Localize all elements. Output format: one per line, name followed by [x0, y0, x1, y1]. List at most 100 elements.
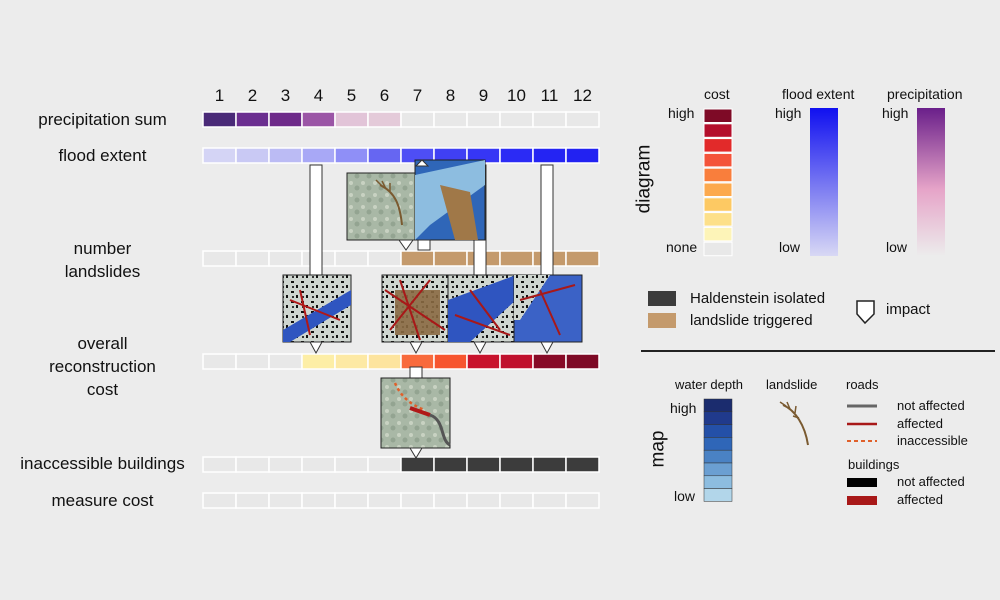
column-number: 2 — [247, 86, 258, 105]
reconstruction-map-4 — [282, 274, 352, 343]
water-depth-swatch — [703, 449, 733, 464]
timeline-cell — [334, 111, 369, 128]
water-depth-low: low — [674, 488, 696, 504]
timeline-cell — [235, 492, 270, 509]
timeline-cell — [433, 353, 468, 370]
building-affected-swatch — [847, 496, 877, 505]
timeline-cell — [367, 492, 402, 509]
timeline-cell — [367, 111, 402, 128]
diagram-section-title: diagram — [633, 144, 655, 214]
impact-label: impact — [886, 301, 931, 318]
landslide-legend-title: landslide — [766, 377, 818, 392]
timeline-cell — [565, 111, 600, 128]
isolated-swatch — [648, 291, 676, 306]
water-depth-swatch — [703, 424, 733, 438]
timeline-cell — [433, 456, 468, 473]
row-label-precipitation: precipitation sum — [38, 110, 167, 129]
cost-swatch — [703, 138, 733, 153]
building-affected-label: affected — [897, 492, 944, 507]
column-number: 6 — [379, 86, 390, 105]
water-depth-swatch — [703, 475, 733, 489]
water-depth-high: high — [670, 400, 697, 416]
timeline-cell — [466, 111, 501, 128]
cost-swatch — [703, 212, 733, 227]
timeline-cell — [268, 492, 303, 509]
impact-marker — [540, 341, 554, 355]
timeline-cell — [400, 111, 435, 128]
timeline-cell — [235, 111, 270, 128]
timeline-cell — [499, 111, 534, 128]
cost-legend-high: high — [668, 105, 695, 121]
column-number: 11 — [540, 86, 559, 105]
buildings-legend-title: buildings — [848, 457, 900, 472]
landslide-triggered-label: landslide triggered — [690, 312, 813, 329]
flood-legend-title: flood extent — [782, 86, 855, 102]
isolated-label: Haldenstein isolated — [690, 290, 826, 307]
map-section-title: map — [647, 430, 669, 468]
water-depth-title: water depth — [675, 377, 743, 392]
timeline-cell — [565, 492, 600, 509]
timeline-cell — [466, 353, 501, 370]
timeline-cell — [367, 353, 402, 370]
timeline-cell — [499, 492, 534, 509]
timeline-cell — [235, 147, 270, 164]
column-number: 10 — [507, 86, 526, 105]
timeline-cell — [202, 111, 237, 128]
timeline-cell — [202, 353, 237, 370]
precip-legend-low: low — [886, 239, 908, 255]
cost-swatch — [703, 108, 733, 123]
timeline-cell — [235, 456, 270, 473]
timeline-cell — [301, 111, 336, 128]
column-number: 3 — [280, 86, 291, 105]
column-number: 12 — [573, 86, 592, 105]
timeline-cell — [532, 111, 567, 128]
timeline-cell — [202, 492, 237, 509]
timeline-cell — [565, 353, 600, 370]
timeline-cell — [301, 147, 336, 164]
timeline-cell — [268, 147, 303, 164]
reconstruction-map-7 — [381, 274, 451, 343]
cost-swatch — [703, 152, 733, 168]
timeline-cell — [433, 492, 468, 509]
timeline-cell — [202, 456, 237, 473]
timeline-cell — [301, 492, 336, 509]
timeline-cell — [499, 250, 534, 267]
landslide-swatch — [648, 313, 676, 328]
timeline-cell — [202, 147, 237, 164]
timeline-cell — [334, 492, 369, 509]
water-depth-swatch — [703, 437, 733, 451]
impact-marker — [309, 341, 323, 355]
inaccessible-roads-map — [380, 377, 451, 449]
timeline-cell — [532, 353, 567, 370]
column-number: 8 — [445, 86, 456, 105]
flood-gradient — [810, 108, 838, 256]
building-not-affected-label: not affected — [897, 474, 965, 489]
reconstruction-map-9 — [447, 274, 517, 343]
landslide-legend-icon — [779, 401, 809, 446]
impact-marker — [414, 159, 430, 167]
impact-markers — [309, 159, 554, 459]
column-number: 1 — [214, 86, 225, 105]
timeline-cell — [565, 250, 600, 267]
timeline-cell — [367, 250, 402, 267]
row-label-landslides: number landslides — [64, 239, 141, 281]
road-not-affected-label: not affected — [897, 398, 965, 413]
timeline-cell — [202, 250, 237, 267]
row-label-flood-extent: flood extent — [58, 146, 147, 165]
column-number: 4 — [313, 86, 324, 105]
water-depth-swatch — [703, 398, 733, 413]
timeline-cell — [466, 492, 501, 509]
timeline-cell — [367, 456, 402, 473]
reconstruction-map-11 — [513, 274, 583, 343]
building-not-affected-swatch — [847, 478, 877, 487]
roads-legend-title: roads — [846, 377, 879, 392]
cost-swatch — [703, 182, 733, 197]
map-thumbnails — [282, 159, 583, 449]
timeline-cell — [499, 353, 534, 370]
timeline-cell — [400, 456, 435, 473]
timeline-cell — [532, 492, 567, 509]
timeline-cell — [466, 456, 501, 473]
timeline-cell — [268, 111, 303, 128]
column-number: 9 — [478, 86, 489, 105]
precip-legend-high: high — [882, 105, 909, 121]
